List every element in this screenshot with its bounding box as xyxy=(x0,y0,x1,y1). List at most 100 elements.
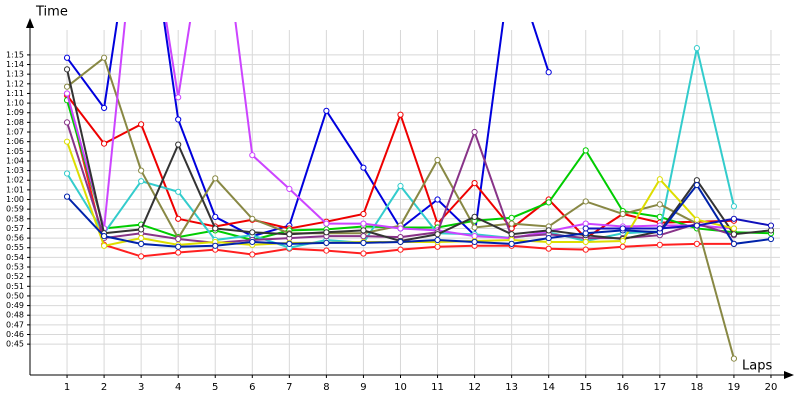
y-tick-label: 1:15 xyxy=(6,50,24,59)
data-point xyxy=(360,239,367,247)
y-tick-label: 0:51 xyxy=(6,282,24,291)
data-point xyxy=(360,210,367,218)
data-point xyxy=(175,94,182,101)
data-point xyxy=(693,222,700,229)
data-point xyxy=(63,193,71,200)
data-point xyxy=(249,251,256,258)
data-point xyxy=(360,233,367,240)
data-point xyxy=(730,225,738,232)
y-tick-label: 0:45 xyxy=(6,340,24,349)
data-point xyxy=(63,170,71,177)
x-tick-label: 2 xyxy=(101,382,107,393)
data-point xyxy=(63,66,71,73)
y-tick-label: 1:11 xyxy=(6,89,24,98)
data-point xyxy=(545,234,552,242)
series-line xyxy=(66,183,772,248)
data-point xyxy=(582,198,589,205)
y-tick-label: 1:12 xyxy=(6,79,24,88)
x-tick-label: 13 xyxy=(505,382,518,393)
y-tick-label: 0:54 xyxy=(6,253,24,262)
data-point xyxy=(508,231,515,238)
data-point xyxy=(63,119,71,126)
data-point xyxy=(63,90,71,97)
data-point xyxy=(434,196,441,203)
data-point xyxy=(249,238,256,246)
data-point xyxy=(323,107,330,114)
data-point xyxy=(175,249,182,256)
y-tick-label: 1:00 xyxy=(6,195,24,204)
data-point xyxy=(63,83,71,90)
data-point xyxy=(360,227,367,234)
data-point xyxy=(397,182,404,190)
x-tick-label: 19 xyxy=(728,382,741,393)
data-point xyxy=(249,229,256,236)
y-tick-label: 1:05 xyxy=(6,147,24,156)
data-point xyxy=(397,246,404,253)
data-point xyxy=(100,242,108,249)
data-point xyxy=(323,247,330,254)
data-point xyxy=(138,240,145,247)
data-point xyxy=(360,220,367,227)
x-tick-label: 17 xyxy=(653,382,666,393)
data-point xyxy=(508,220,515,227)
data-point xyxy=(138,234,145,242)
data-point xyxy=(656,176,663,183)
data-point xyxy=(63,138,71,145)
data-point xyxy=(138,167,145,174)
data-point xyxy=(471,128,478,136)
data-point xyxy=(656,241,663,248)
data-point xyxy=(693,181,700,189)
data-point xyxy=(175,243,182,250)
x-tick-label: 4 xyxy=(175,382,181,393)
data-point xyxy=(100,54,108,61)
data-point xyxy=(212,242,219,249)
data-point xyxy=(100,233,108,240)
y-tick-label: 1:03 xyxy=(6,166,24,175)
data-point xyxy=(286,240,293,247)
x-tick-label: 3 xyxy=(138,382,144,393)
data-point xyxy=(693,240,700,247)
x-tick-label: 11 xyxy=(431,382,444,393)
x-tick-label: 6 xyxy=(249,382,255,393)
data-point xyxy=(286,185,293,193)
data-point xyxy=(175,141,182,148)
data-point xyxy=(545,199,552,206)
x-tick-label: 12 xyxy=(468,382,481,393)
x-tick-label: 9 xyxy=(360,382,366,393)
y-tick-label: 0:58 xyxy=(6,214,24,223)
data-point xyxy=(397,238,404,246)
data-point xyxy=(693,45,700,52)
x-tick-label: 7 xyxy=(286,382,292,393)
y-tick-label: 0:59 xyxy=(6,205,24,214)
data-point xyxy=(471,224,478,231)
y-tick-label: 0:50 xyxy=(6,291,24,300)
data-point xyxy=(619,237,626,245)
y-tick-label: 0:55 xyxy=(6,243,24,252)
data-point xyxy=(323,229,330,236)
x-tick-label: 14 xyxy=(542,382,555,393)
data-point xyxy=(582,225,589,232)
data-point xyxy=(582,246,589,253)
y-tick-label: 1:04 xyxy=(6,156,24,165)
y-tick-label: 0:53 xyxy=(6,263,24,272)
data-point xyxy=(138,121,145,128)
data-point xyxy=(212,225,219,232)
y-tick-label: 0:52 xyxy=(6,272,24,281)
data-point xyxy=(619,225,626,232)
data-point xyxy=(730,240,738,247)
data-point xyxy=(249,152,256,159)
x-axis-title: Laps xyxy=(742,359,772,374)
data-point xyxy=(175,116,182,123)
data-point xyxy=(249,215,256,222)
series-line xyxy=(66,99,772,242)
x-tick-label: 15 xyxy=(579,382,592,393)
data-point xyxy=(730,355,738,362)
data-point xyxy=(397,111,404,118)
y-tick-label: 1:13 xyxy=(6,70,24,79)
data-point xyxy=(175,215,182,222)
data-point xyxy=(175,235,182,243)
data-point xyxy=(730,203,738,210)
y-tick-label: 1:10 xyxy=(6,99,24,108)
data-point xyxy=(323,239,330,247)
